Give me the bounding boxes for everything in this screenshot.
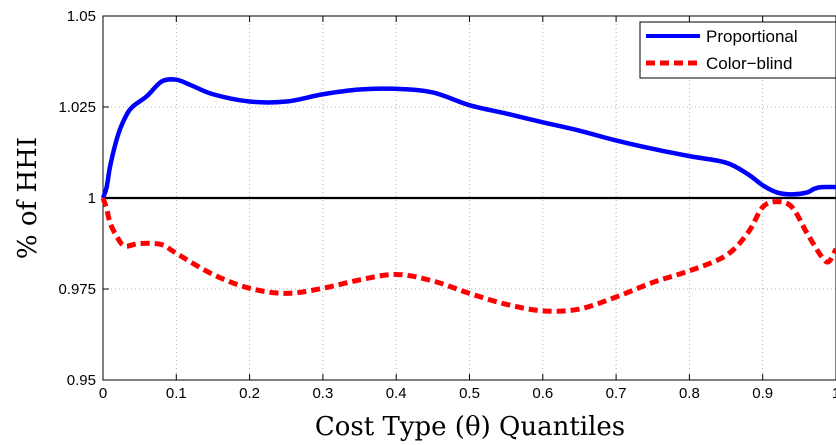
x-tick-label: 0.2 xyxy=(239,385,260,402)
x-tick-label: 0.4 xyxy=(386,385,407,402)
x-tick-label: 0 xyxy=(99,385,107,402)
y-tick-label: 1 xyxy=(88,190,96,207)
legend-box xyxy=(639,21,836,79)
x-tick-label: 1 xyxy=(832,385,836,402)
y-tick-label: 0.975 xyxy=(58,281,96,298)
y-axis-ticks: 0.95 0.975 1 1.025 1.05 xyxy=(58,8,109,389)
legend-label-color-blind: Color−blind xyxy=(706,54,792,73)
legend-label-proportional: Proportional xyxy=(706,27,798,46)
x-tick-label: 0.3 xyxy=(312,385,333,402)
x-tick-label: 0.8 xyxy=(679,385,700,402)
legend: Proportional Color−blind xyxy=(639,21,836,79)
y-tick-label: 1.025 xyxy=(58,99,96,116)
y-axis-label: % of HHI xyxy=(13,137,43,259)
x-tick-label: 0.1 xyxy=(166,385,187,402)
y-tick-label: 0.95 xyxy=(67,372,96,389)
x-tick-label: 0.5 xyxy=(459,385,480,402)
x-tick-label: 0.9 xyxy=(752,385,773,402)
series-line-proportional xyxy=(100,77,836,199)
series-line-color-blind xyxy=(100,197,836,314)
x-axis-label: Cost Type (θ) Quantiles xyxy=(315,412,625,442)
series-lines xyxy=(100,77,836,314)
x-axis-ticks: 0 0.1 0.2 0.3 0.4 0.5 0.6 0.7 0.8 0.9 1 xyxy=(99,16,836,402)
x-tick-label: 0.6 xyxy=(532,385,553,402)
x-tick-label: 0.7 xyxy=(606,385,627,402)
y-tick-label: 1.05 xyxy=(67,8,96,25)
